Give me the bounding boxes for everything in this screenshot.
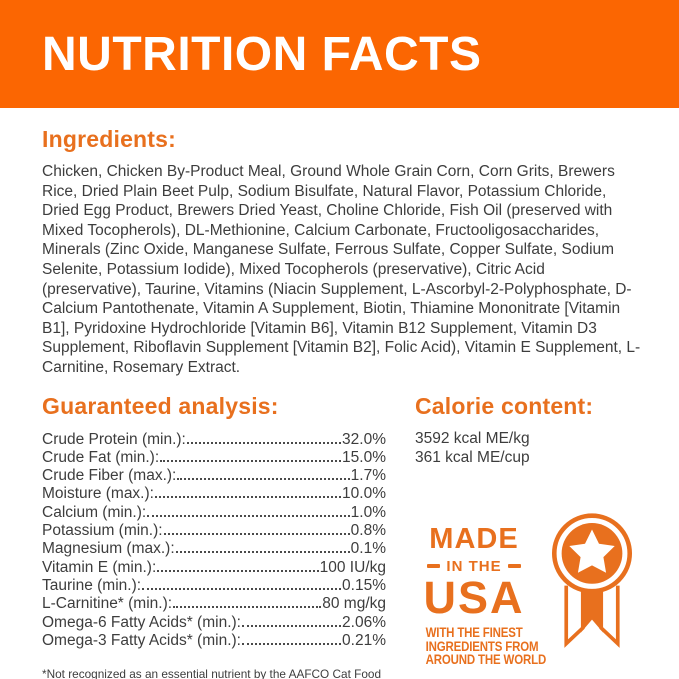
dash-icon — [507, 564, 521, 569]
header-band: NUTRITION FACTS — [0, 0, 679, 108]
dot-leader — [163, 533, 350, 536]
analysis-value: 10.0% — [342, 485, 386, 503]
analysis-label: Crude Protein (min.): — [42, 430, 186, 448]
usa-line-usa: USA — [423, 571, 525, 623]
dot-leader — [241, 642, 342, 645]
analysis-row: Moisture (max.): 10.0% — [42, 485, 386, 503]
analysis-table: Crude Protein (min.): 32.0% Crude Fat (mi… — [42, 431, 386, 651]
analysis-label: Calcium (min.): — [42, 503, 147, 521]
analysis-value: 1.7% — [350, 467, 386, 485]
star-icon — [569, 529, 615, 573]
analysis-row: Potassium (min.): 0.8% — [42, 522, 386, 540]
analysis-row: Omega-6 Fatty Acids* (min.): 2.06% — [42, 614, 386, 632]
analysis-row: Vitamin E (min.): 100 IU/kg — [42, 559, 386, 577]
analysis-value: 80 mg/kg — [322, 595, 386, 613]
analysis-label: Crude Fiber (max.): — [42, 467, 177, 485]
calorie-section: Calorie content: 3592 kcal ME/kg 361 kca… — [415, 393, 641, 667]
dot-leader — [154, 496, 342, 499]
analysis-value: 1.0% — [350, 503, 386, 521]
analysis-row: Taurine (min.): 0.15% — [42, 577, 386, 595]
usa-tagline-1: WITH THE FINEST — [425, 624, 523, 641]
usa-line-made: MADE — [429, 522, 519, 555]
analysis-value: 0.1% — [350, 540, 386, 558]
usa-tagline-3: AROUND THE WORLD — [425, 651, 547, 668]
dot-leader — [175, 551, 350, 554]
dot-leader — [157, 569, 319, 572]
analysis-label: Potassium (min.): — [42, 522, 163, 540]
analysis-label: Omega-3 Fatty Acids* (min.): — [42, 631, 241, 649]
dot-leader — [173, 606, 322, 609]
analysis-footnote: *Not recognized as an essential nutrient… — [42, 667, 382, 679]
analysis-label: Magnesium (max.): — [42, 540, 175, 558]
analysis-value: 32.0% — [342, 430, 386, 448]
ingredients-text: Chicken, Chicken By-Product Meal, Ground… — [42, 163, 641, 376]
calorie-values: 3592 kcal ME/kg 361 kcal ME/cup — [415, 429, 641, 467]
analysis-row: Crude Fiber (max.): 1.7% — [42, 467, 386, 485]
usa-in-the-label: IN THE — [446, 557, 502, 575]
page-title: NUTRITION FACTS — [42, 27, 482, 81]
usa-line-in-the: IN THE — [415, 558, 533, 575]
medal-ribbon-star-icon — [551, 512, 633, 648]
analysis-label: Taurine (min.): — [42, 576, 142, 594]
guaranteed-analysis-heading: Guaranteed analysis: — [42, 392, 279, 419]
made-in-usa-badge: MADE IN THE USA WITH THE FINEST INGREDIE… — [415, 512, 641, 668]
analysis-label: Crude Fat (min.): — [42, 448, 160, 466]
dot-leader — [186, 441, 342, 444]
analysis-label: Omega-6 Fatty Acids* (min.): — [42, 613, 241, 631]
ribbon-left-tail — [564, 585, 585, 648]
analysis-value: 15.0% — [342, 448, 386, 466]
calorie-per-cup: 361 kcal ME/cup — [415, 448, 530, 466]
calorie-per-kg: 3592 kcal ME/kg — [415, 429, 530, 447]
guaranteed-analysis-section: Guaranteed analysis: Crude Protein (min.… — [42, 393, 386, 679]
ingredients-heading: Ingredients: — [42, 126, 177, 152]
analysis-label: Moisture (max.): — [42, 485, 154, 503]
dot-leader — [160, 459, 342, 462]
ribbon-right-tail — [599, 585, 620, 648]
usa-tagline-2: INGREDIENTS FROM — [425, 637, 539, 654]
analysis-row: L-Carnitine* (min.): 80 mg/kg — [42, 595, 386, 613]
analysis-value: 100 IU/kg — [319, 558, 386, 576]
dot-leader — [147, 514, 350, 517]
label-content: Ingredients: Chicken, Chicken By-Product… — [0, 108, 679, 679]
analysis-row: Crude Protein (min.): 32.0% — [42, 431, 386, 449]
analysis-value: 2.06% — [342, 613, 386, 631]
analysis-label: Vitamin E (min.): — [42, 558, 157, 576]
dot-leader — [177, 478, 350, 481]
analysis-row: Calcium (min.): 1.0% — [42, 504, 386, 522]
analysis-value: 0.21% — [342, 631, 386, 649]
lower-columns: Guaranteed analysis: Crude Protein (min.… — [42, 393, 641, 679]
dot-leader — [142, 587, 342, 590]
made-in-usa-text: MADE IN THE USA WITH THE FINEST INGREDIE… — [415, 522, 547, 668]
calorie-heading: Calorie content: — [415, 392, 594, 419]
analysis-row: Crude Fat (min.): 15.0% — [42, 449, 386, 467]
dot-leader — [241, 624, 342, 627]
analysis-value: 0.15% — [342, 576, 386, 594]
analysis-row: Magnesium (max.): 0.1% — [42, 540, 386, 558]
ribbon-center — [580, 583, 604, 633]
analysis-label: L-Carnitine* (min.): — [42, 595, 173, 613]
dash-icon — [427, 564, 441, 569]
analysis-row: Omega-3 Fatty Acids* (min.): 0.21% — [42, 632, 386, 650]
analysis-value: 0.8% — [350, 522, 386, 540]
ingredients-section: Ingredients: Chicken, Chicken By-Product… — [42, 126, 641, 378]
